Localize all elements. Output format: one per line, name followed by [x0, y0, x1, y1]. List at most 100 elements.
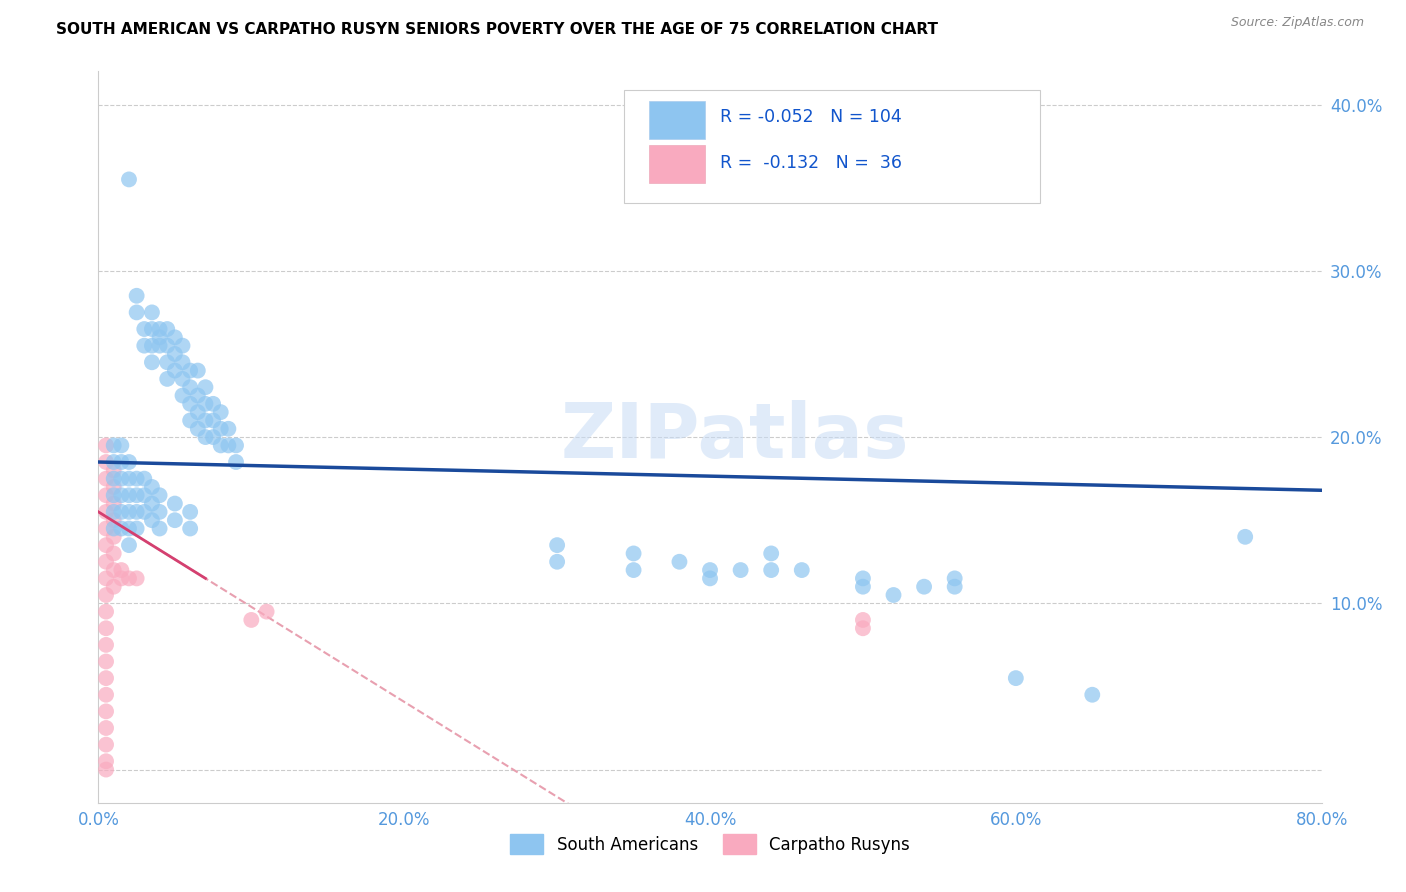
Point [187, 363, 209, 377]
Point [179, 380, 201, 394]
Point [134, 505, 156, 519]
Point [156, 355, 179, 369]
Point [125, 289, 148, 303]
Point [103, 438, 125, 452]
Point [94, 538, 117, 552]
Point [217, 422, 239, 436]
Legend: South Americans, Carpatho Rusyns: South Americans, Carpatho Rusyns [503, 828, 917, 860]
Point [134, 488, 156, 502]
Point [883, 588, 905, 602]
Point [852, 621, 875, 635]
Point [94, 521, 117, 535]
Point [194, 380, 217, 394]
FancyBboxPatch shape [624, 90, 1040, 203]
Point [110, 521, 132, 535]
Point [141, 322, 163, 336]
Point [103, 521, 125, 535]
Point [110, 571, 132, 585]
Point [94, 738, 117, 752]
Point [141, 305, 163, 319]
Point [668, 555, 690, 569]
Point [240, 613, 263, 627]
Point [730, 563, 752, 577]
Point [94, 438, 117, 452]
Point [209, 405, 232, 419]
Point [141, 480, 163, 494]
Point [103, 505, 125, 519]
Point [546, 538, 568, 552]
Point [94, 688, 117, 702]
Point [134, 322, 156, 336]
Point [110, 563, 132, 577]
Point [187, 405, 209, 419]
Point [852, 580, 875, 594]
Point [94, 505, 117, 519]
Point [790, 563, 813, 577]
Point [163, 513, 186, 527]
Point [141, 497, 163, 511]
Point [217, 438, 239, 452]
Point [202, 413, 225, 427]
Text: Source: ZipAtlas.com: Source: ZipAtlas.com [1230, 16, 1364, 29]
Point [125, 305, 148, 319]
Point [172, 372, 194, 386]
Point [156, 372, 179, 386]
Point [94, 638, 117, 652]
Point [149, 488, 172, 502]
Point [103, 480, 125, 494]
Point [94, 488, 117, 502]
Point [103, 463, 125, 477]
Point [179, 397, 201, 411]
Point [94, 721, 117, 735]
Point [179, 363, 201, 377]
Point [179, 505, 201, 519]
FancyBboxPatch shape [650, 145, 706, 183]
Point [125, 472, 148, 486]
Point [225, 438, 247, 452]
Point [163, 347, 186, 361]
Point [103, 455, 125, 469]
Point [179, 413, 201, 427]
Point [149, 505, 172, 519]
Point [94, 571, 117, 585]
Point [118, 488, 141, 502]
Point [149, 338, 172, 352]
Point [852, 613, 875, 627]
Point [94, 605, 117, 619]
Point [699, 563, 721, 577]
Point [546, 555, 568, 569]
Point [110, 455, 132, 469]
Point [118, 455, 141, 469]
Point [94, 754, 117, 768]
Point [179, 521, 201, 535]
Point [1004, 671, 1026, 685]
Point [172, 388, 194, 402]
Point [118, 505, 141, 519]
Point [209, 438, 232, 452]
Point [194, 397, 217, 411]
Point [187, 388, 209, 402]
Point [149, 330, 172, 344]
FancyBboxPatch shape [650, 101, 706, 138]
Point [118, 472, 141, 486]
Point [156, 322, 179, 336]
Point [118, 172, 141, 186]
Point [94, 655, 117, 669]
Point [149, 521, 172, 535]
Point [163, 330, 186, 344]
Point [103, 546, 125, 560]
Point [759, 546, 782, 560]
Text: SOUTH AMERICAN VS CARPATHO RUSYN SENIORS POVERTY OVER THE AGE OF 75 CORRELATION : SOUTH AMERICAN VS CARPATHO RUSYN SENIORS… [56, 22, 938, 37]
Point [699, 571, 721, 585]
Point [623, 563, 645, 577]
Point [94, 455, 117, 469]
Point [118, 571, 141, 585]
Point [103, 513, 125, 527]
Point [172, 338, 194, 352]
Point [110, 438, 132, 452]
Point [110, 472, 132, 486]
Point [110, 505, 132, 519]
Point [163, 497, 186, 511]
Point [134, 472, 156, 486]
Text: R = -0.052   N = 104: R = -0.052 N = 104 [720, 108, 901, 126]
